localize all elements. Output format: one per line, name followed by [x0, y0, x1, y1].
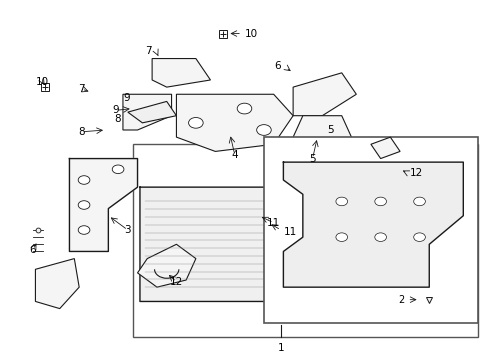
Text: 3: 3	[124, 225, 131, 235]
Text: 8: 8	[78, 127, 85, 137]
Text: 6: 6	[274, 61, 281, 71]
Circle shape	[112, 165, 123, 174]
Polygon shape	[152, 59, 210, 87]
Text: 2: 2	[398, 295, 404, 305]
Polygon shape	[137, 244, 196, 287]
Circle shape	[413, 233, 425, 242]
Circle shape	[256, 125, 271, 135]
Polygon shape	[292, 223, 351, 251]
Polygon shape	[370, 137, 399, 158]
Polygon shape	[292, 116, 351, 152]
Text: 9: 9	[123, 93, 130, 103]
Circle shape	[374, 233, 386, 242]
Polygon shape	[35, 258, 79, 309]
Text: 12: 12	[409, 168, 422, 178]
Text: 10: 10	[244, 28, 257, 39]
Text: 11: 11	[266, 218, 280, 228]
Text: 1: 1	[277, 342, 284, 352]
Text: 12: 12	[169, 277, 183, 287]
Bar	[132, 144, 477, 337]
Text: 6: 6	[30, 245, 36, 255]
Circle shape	[335, 197, 347, 206]
Polygon shape	[69, 158, 137, 251]
Polygon shape	[283, 162, 462, 287]
Text: 7: 7	[78, 84, 85, 94]
Text: 9: 9	[112, 105, 119, 115]
Bar	[264, 137, 477, 323]
Polygon shape	[176, 94, 292, 152]
Text: 11: 11	[283, 227, 296, 237]
Circle shape	[78, 176, 90, 184]
Circle shape	[237, 103, 251, 114]
Circle shape	[335, 233, 347, 242]
Circle shape	[374, 197, 386, 206]
Circle shape	[413, 197, 425, 206]
Text: 5: 5	[326, 125, 333, 135]
Polygon shape	[292, 73, 356, 116]
Circle shape	[188, 117, 203, 128]
Circle shape	[78, 201, 90, 209]
Polygon shape	[140, 187, 351, 301]
Text: 10: 10	[36, 77, 49, 87]
Circle shape	[78, 226, 90, 234]
Text: 8: 8	[114, 114, 120, 124]
Text: 5: 5	[308, 154, 315, 163]
Text: 4: 4	[231, 150, 238, 160]
Polygon shape	[127, 102, 176, 123]
Text: 7: 7	[145, 46, 152, 57]
Polygon shape	[122, 94, 171, 130]
